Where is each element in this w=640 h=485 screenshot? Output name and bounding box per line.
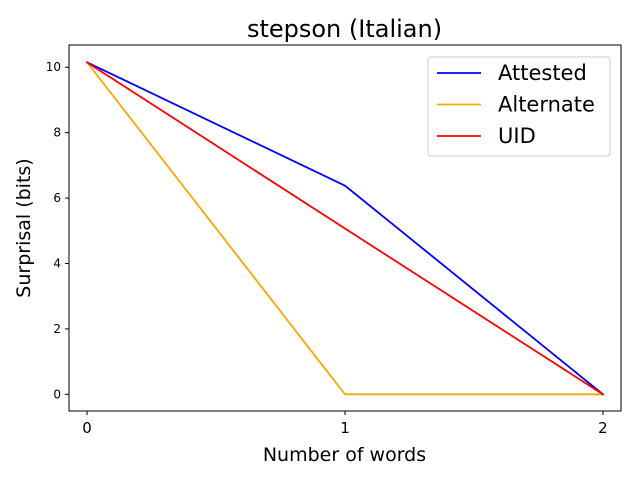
legend-label-uid: UID [498,124,536,148]
y-tick-label: 4 [53,256,61,270]
y-tick-label: 0 [53,387,61,401]
legend-label-alternate: Alternate [498,93,595,117]
y-tick-label: 10 [46,60,61,74]
series-line-alternate [85,61,604,396]
x-tick-label: 2 [598,419,608,437]
y-tick-label: 2 [53,322,61,336]
chart-title: stepson (Italian) [247,15,442,43]
series-line-uid [85,61,605,396]
plot-area: 0 1 2 0 2 4 6 8 10 [46,44,622,437]
x-axis-label: Number of words [263,444,426,466]
y-tick-label: 6 [53,191,61,205]
legend-box [427,56,611,157]
legend: Attested Alternate UID [427,56,611,157]
x-tick-label: 0 [82,419,92,437]
x-tick-label: 1 [340,419,350,437]
y-axis-label: Surprisal (bits) [13,158,35,297]
series-line-attested [85,61,605,396]
legend-label-attested: Attested [498,61,587,85]
y-tick-label: 8 [53,126,61,140]
